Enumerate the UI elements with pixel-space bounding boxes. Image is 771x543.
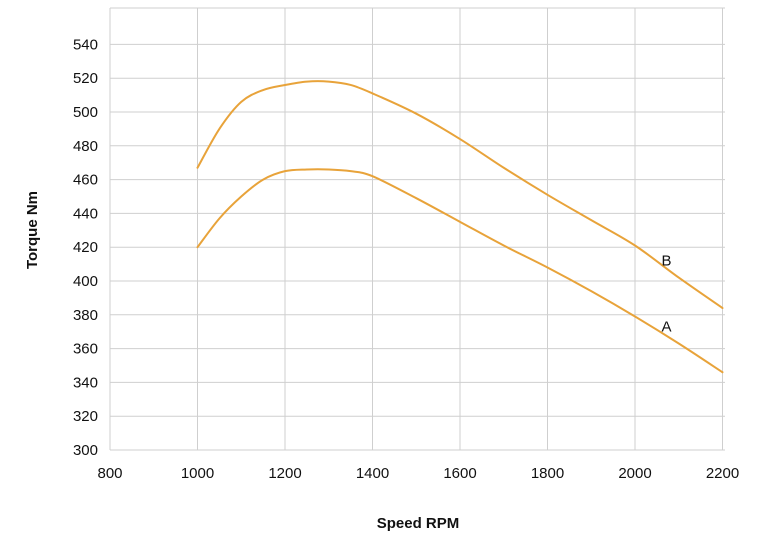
x-tick-label: 1400	[356, 465, 389, 482]
series-label-a: A	[662, 319, 672, 336]
x-axis-title: Speed RPM	[377, 515, 460, 532]
x-tick-label: 1800	[531, 465, 564, 482]
y-tick-label: 360	[73, 341, 98, 358]
x-tick-label: 1600	[443, 465, 476, 482]
x-tick-label: 2000	[618, 465, 651, 482]
y-tick-label: 420	[73, 239, 98, 256]
series-line-b	[196, 80, 724, 310]
series-line-a	[196, 168, 724, 374]
x-tick-label: 1000	[181, 465, 214, 482]
x-tick-label: 2200	[706, 465, 739, 482]
series-labels: AB	[662, 253, 672, 336]
plot-area	[110, 8, 725, 450]
y-tick-label: 380	[73, 307, 98, 324]
y-tick-label: 320	[73, 408, 98, 425]
y-tick-label: 460	[73, 172, 98, 189]
grid	[109, 7, 725, 451]
y-axis-title: Torque Nm	[24, 191, 41, 269]
series-lines	[196, 80, 724, 374]
y-tick-label: 520	[73, 70, 98, 87]
y-tick-label: 400	[73, 273, 98, 290]
y-tick-label: 500	[73, 104, 98, 121]
tick-labels: 800 1000 1200 1400 1600 1800 2000 2200 300 320 340…	[73, 36, 739, 482]
x-tick-label: 1200	[268, 465, 301, 482]
y-tick-label: 480	[73, 138, 98, 155]
series-label-b: B	[662, 253, 672, 270]
y-tick-label: 540	[73, 36, 98, 53]
y-tick-label: 340	[73, 374, 98, 391]
x-tick-label: 800	[97, 465, 122, 482]
y-tick-label: 440	[73, 205, 98, 222]
y-tick-label: 300	[73, 442, 98, 459]
